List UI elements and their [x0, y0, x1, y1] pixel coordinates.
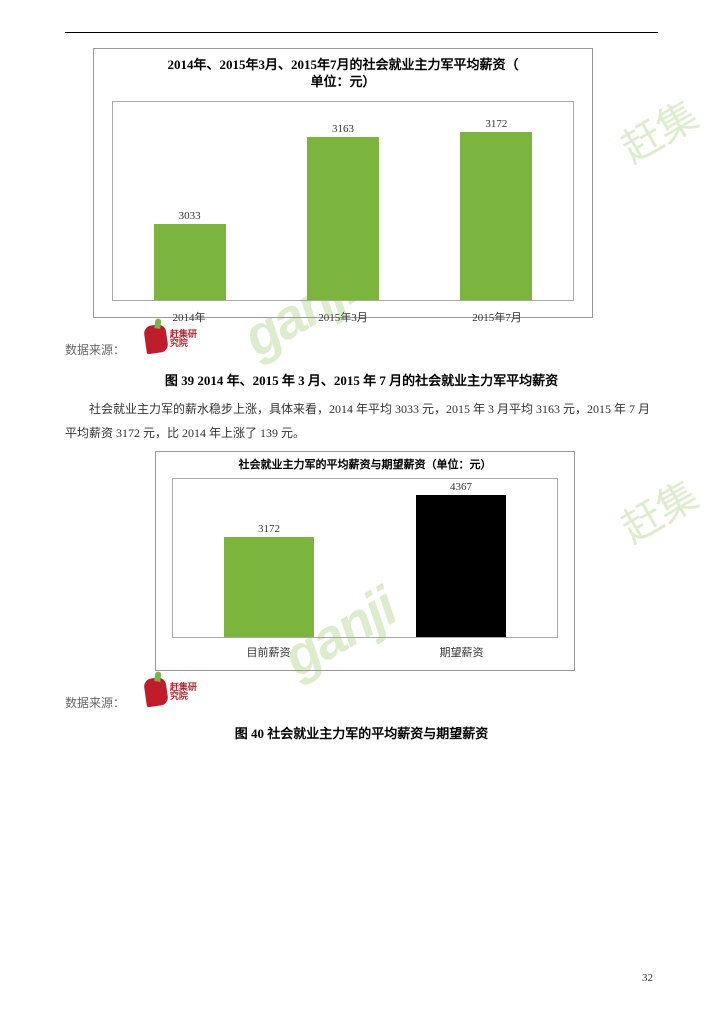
chart-1-cat-0: 2014年	[113, 309, 265, 325]
paragraph-1: 社会就业主力军的薪水稳步上涨，具体来看，2014 年平均 3033 元，2015…	[65, 397, 658, 445]
source-label-2: 数据来源：	[65, 694, 125, 711]
chart-1-val-0: 3033	[179, 210, 201, 222]
chart-1-container: 2014年、2015年3月、2015年7月的社会就业主力军平均薪资（ 单位：元）…	[93, 48, 593, 318]
chart-1-plot: 3033 3163 3172	[112, 101, 574, 301]
chart-2-val-1: 4367	[450, 481, 472, 493]
source-row-1: 数据来源： 赶集研究院	[65, 320, 658, 358]
chart-1-title: 2014年、2015年3月、2015年7月的社会就业主力军平均薪资（ 单位：元）	[94, 49, 592, 95]
chart-1-rect-0	[154, 224, 226, 300]
caption-1: 图 39 2014 年、2015 年 3 月、2015 年 7 月的社会就业主力…	[65, 370, 658, 389]
chart-2-bars: 3172 4367	[173, 479, 557, 637]
chart-1-title-l2: 单位：元）	[310, 74, 375, 89]
logo-2: 赶集研究院	[145, 673, 205, 711]
logo-1: 赶集研究院	[145, 320, 205, 358]
chart-2-val-0: 3172	[258, 523, 280, 535]
chart-1-bar-0: 3033	[114, 102, 266, 300]
logo-mark-icon	[143, 324, 169, 355]
chart-2-cat-0: 目前薪资	[205, 644, 332, 660]
caption-2: 图 40 社会就业主力军的平均薪资与期望薪资	[65, 723, 658, 742]
chart-1-cat-1: 2015年3月	[267, 309, 419, 325]
logo-text-1: 赶集研究院	[170, 330, 205, 348]
logo-mark-icon-2	[143, 677, 169, 708]
source-label-1: 数据来源：	[65, 341, 125, 358]
chart-1-rect-2	[460, 132, 532, 300]
chart-2-container: 社会就业主力军的平均薪资与期望薪资（单位：元） 3172 4367 目前薪资 期…	[155, 451, 575, 671]
page-number: 32	[642, 972, 653, 984]
chart-1-xaxis: 2014年 2015年3月 2015年7月	[112, 309, 574, 325]
chart-2-plot: 3172 4367	[172, 478, 558, 638]
chart-2-bar-1: 4367	[398, 479, 525, 637]
horizontal-rule	[65, 32, 658, 33]
chart-1-val-1: 3163	[332, 123, 354, 135]
chart-2-bar-0: 3172	[206, 479, 333, 637]
chart-1-cat-2: 2015年7月	[421, 309, 573, 325]
chart-2-title: 社会就业主力军的平均薪资与期望薪资（单位：元）	[156, 452, 574, 474]
chart-2-cat-1: 期望薪资	[398, 644, 525, 660]
chart-1-val-2: 3172	[485, 118, 507, 130]
chart-1-rect-1	[307, 137, 379, 300]
chart-1-bar-1: 3163	[267, 102, 419, 300]
chart-1-title-l1: 2014年、2015年3月、2015年7月的社会就业主力军平均薪资（	[167, 57, 518, 72]
chart-2-rect-1	[416, 495, 506, 637]
chart-1-bar-2: 3172	[420, 102, 572, 300]
source-row-2: 数据来源： 赶集研究院	[65, 673, 658, 711]
chart-2-xaxis: 目前薪资 期望薪资	[172, 644, 558, 660]
logo-text-2: 赶集研究院	[170, 683, 205, 701]
chart-1-bars: 3033 3163 3172	[113, 102, 573, 300]
chart-2-rect-0	[224, 537, 314, 637]
